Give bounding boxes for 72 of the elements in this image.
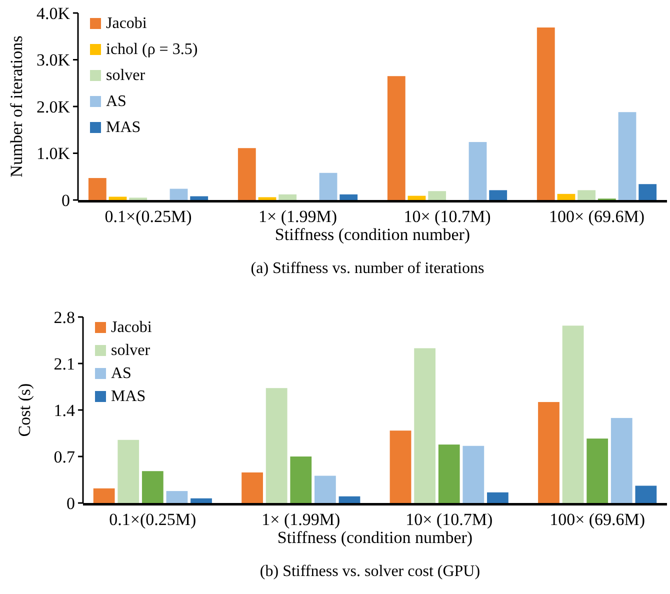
legend-label: solver: [106, 67, 146, 84]
y-tick-label: 2.0K: [36, 97, 71, 116]
legend-label: ichol (ρ = 3.5): [106, 41, 198, 58]
bar: [387, 76, 406, 200]
y-tick-label: 0: [66, 494, 75, 513]
x-tick-label: 1× (1.99M): [262, 510, 340, 529]
bar: [468, 142, 487, 200]
legend-label: Jacobi: [111, 319, 152, 336]
text: (a) Stiffness vs. number of iterations: [250, 260, 484, 277]
y-tick-label: 3.0K: [36, 50, 71, 70]
x-tick-label: 100× (69.6M): [550, 510, 646, 529]
y-axis-title: Number of iterations: [7, 36, 26, 178]
bar: [610, 418, 632, 503]
bar: [438, 444, 460, 503]
bar: [142, 471, 164, 503]
y-axis-title: Cost (s): [15, 383, 34, 437]
bar: [557, 194, 576, 200]
x-tick-label: 10× (10.7M): [406, 510, 493, 529]
bar: [338, 496, 360, 503]
legend-label: solver: [111, 342, 151, 359]
x-axis-title: Stiffness (condition number): [274, 225, 470, 244]
x-tick-label: 0.1×(0.25M): [104, 207, 192, 226]
bar: [562, 326, 584, 503]
legend-label: MAS: [106, 119, 141, 136]
bar: [340, 194, 358, 200]
y-tick-label: 1.4: [54, 400, 76, 420]
bar: [390, 430, 412, 503]
legend-label: MAS: [111, 388, 146, 405]
bar: [266, 388, 288, 503]
bar: [408, 196, 426, 200]
bar: [536, 27, 555, 200]
bar: [618, 112, 636, 200]
bar: [118, 440, 140, 503]
bar: [538, 402, 560, 503]
legend-label: AS: [111, 365, 132, 382]
bar: [166, 491, 188, 503]
bar: [108, 196, 127, 200]
bar: [190, 196, 208, 200]
x-tick-label: 100× (69.6M): [548, 207, 645, 226]
bar: [88, 178, 106, 200]
y-tick-label: 1.0K: [36, 144, 71, 164]
bar: [638, 184, 657, 200]
x-tick-label: 0.1×(0.25M): [109, 510, 196, 529]
y-tick-label: 0: [62, 190, 70, 210]
bar: [93, 488, 115, 503]
y-tick-label: 4.0K: [36, 4, 71, 23]
y-tick-label: 2.8: [54, 308, 75, 327]
bar: [258, 197, 276, 200]
text: (b) Stiffness vs. solver cost (GPU): [260, 563, 480, 580]
y-tick-label: 0.7: [54, 447, 76, 466]
bar: [635, 486, 657, 503]
bar: [487, 492, 508, 503]
bar: [278, 194, 297, 200]
bar: [428, 191, 446, 200]
bar: [314, 476, 336, 503]
y-tick-label: 2.1: [54, 354, 75, 374]
bar: [190, 498, 212, 503]
legend-label: AS: [106, 93, 126, 110]
x-tick-label: 10× (10.7M): [404, 207, 491, 226]
x-tick-label: 1× (1.99M): [258, 207, 338, 226]
bar: [414, 348, 436, 503]
bar: [489, 190, 508, 200]
bar: [578, 190, 596, 200]
bar: [586, 438, 608, 503]
bar: [290, 456, 312, 503]
bar: [170, 188, 188, 200]
x-axis-title: Stiffness (condition number): [277, 528, 473, 547]
legend-label: Jacobi: [106, 15, 148, 32]
bar: [242, 472, 263, 503]
bar: [319, 172, 338, 200]
bar: [462, 446, 484, 503]
bar: [238, 148, 256, 200]
